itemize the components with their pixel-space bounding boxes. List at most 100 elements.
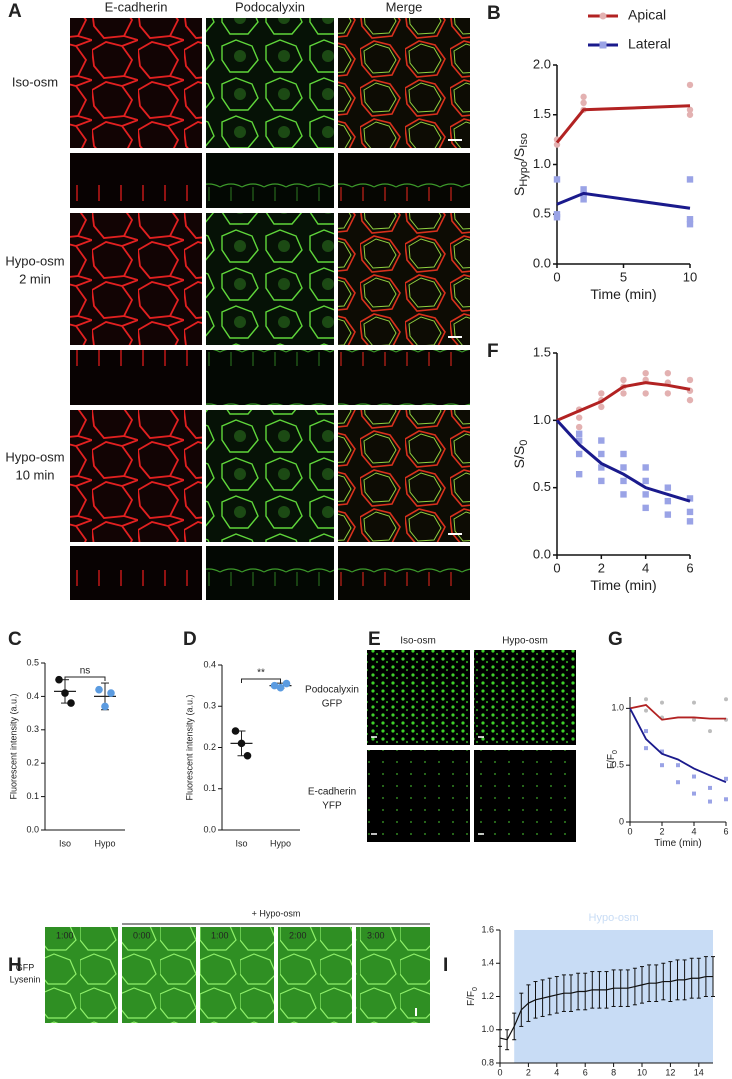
point — [644, 746, 648, 751]
label: H — [8, 955, 22, 976]
micrograph — [70, 213, 202, 345]
label: B — [487, 3, 501, 24]
label: Lysenin — [10, 974, 41, 984]
point — [101, 702, 109, 711]
x-tick-label: 2 — [526, 1067, 531, 1077]
point — [664, 511, 672, 518]
y-axis-label: Fluorescent intensity (a.u.) — [8, 693, 18, 799]
x-tick-label: 6 — [723, 826, 728, 836]
micrograph — [206, 213, 334, 345]
point — [686, 518, 694, 525]
y-axis-label-part: S/S — [511, 446, 527, 469]
point — [598, 437, 605, 444]
label: 2 min — [19, 271, 51, 286]
y-tick-label: 0.5 — [611, 760, 624, 770]
x-axis-label: Time (min) — [590, 577, 656, 593]
y-tick-label: 0.2 — [203, 742, 216, 752]
point — [686, 106, 694, 113]
point — [664, 390, 672, 397]
label: C — [8, 629, 22, 650]
x-tick-label: 6 — [583, 1067, 588, 1077]
chart: 0.0 0.5 1.0 1.5 2.0 0 5 10 Time (min) SHypo/SIso A… — [511, 7, 698, 302]
point — [67, 699, 75, 707]
point — [686, 216, 694, 223]
label: + Hypo-osm — [252, 908, 301, 918]
x-tick-label: 0 — [553, 561, 560, 576]
legend-label: Lateral — [628, 36, 671, 52]
micrograph — [206, 350, 334, 405]
point — [708, 729, 712, 734]
series-line — [555, 419, 691, 503]
point — [676, 763, 680, 768]
y-tick-label: 0.0 — [533, 546, 551, 561]
y-tick-label: 0.4 — [203, 659, 216, 669]
x-tick-label: 10 — [683, 270, 697, 285]
micrograph — [70, 410, 202, 542]
label: E — [368, 629, 381, 650]
label: A — [8, 1, 22, 22]
x-tick-label: 0 — [553, 270, 560, 285]
label: 2:00 — [289, 930, 307, 940]
point — [664, 370, 672, 377]
x-tick-label: 14 — [694, 1067, 704, 1077]
label: Iso-osm — [400, 636, 436, 647]
point — [686, 495, 694, 502]
x-tick-label: 4 — [642, 561, 649, 576]
micrograph — [70, 153, 202, 208]
point — [282, 679, 291, 688]
label: 0:00 — [133, 930, 151, 940]
point — [598, 450, 605, 458]
y-tick-label: 0.5 — [26, 657, 39, 667]
x-tick-label: 4 — [554, 1067, 559, 1077]
point — [61, 689, 69, 697]
point — [686, 396, 694, 404]
point — [276, 683, 285, 692]
point — [553, 214, 561, 221]
point — [686, 508, 694, 516]
y-tick-label: 2.0 — [533, 56, 551, 71]
micrograph — [206, 153, 334, 208]
y-tick-label: 1.0 — [533, 412, 551, 427]
point — [575, 471, 583, 478]
micrograph — [122, 927, 196, 1023]
chart: 0.0 0.1 0.2 0.3 0.4 Fluorescent intensity (a.… — [184, 659, 300, 848]
point — [231, 727, 240, 735]
point — [642, 390, 649, 397]
label: Merge — [386, 0, 423, 14]
micrograph — [367, 750, 470, 842]
point — [575, 437, 583, 444]
point — [724, 697, 728, 702]
point — [580, 186, 587, 193]
y-tick-label: 0.3 — [203, 701, 216, 711]
y-axis-label-part: 0 — [472, 987, 479, 991]
micrograph — [206, 18, 334, 148]
point — [692, 700, 696, 705]
series-line — [499, 975, 713, 1041]
x-tick-label: 0 — [497, 1067, 502, 1077]
y-axis-label: SHypo/SIso — [511, 133, 530, 196]
micrograph — [200, 927, 274, 1023]
y-axis-label-part: 0 — [612, 750, 619, 754]
label: Hypo-osm — [5, 253, 64, 268]
y-axis-label-part: F/F — [466, 991, 477, 1006]
point — [644, 729, 648, 734]
y-axis-label: Fluorescent intensity (a.u.) — [184, 694, 194, 800]
label: F — [487, 341, 499, 362]
series-line — [629, 707, 727, 784]
y-tick-label: 0.0 — [203, 824, 216, 834]
micrograph — [206, 546, 334, 600]
point — [642, 477, 649, 485]
micrograph — [206, 410, 334, 542]
point — [575, 430, 583, 437]
y-tick-label: 1.0 — [481, 1024, 494, 1034]
point — [598, 464, 605, 471]
x-tick-label: 5 — [620, 270, 627, 285]
y-tick-label: 0.4 — [26, 691, 39, 701]
x-tick-label: 6 — [686, 561, 693, 576]
label: 3:00 — [367, 930, 385, 940]
point — [724, 797, 728, 802]
point — [644, 697, 648, 702]
